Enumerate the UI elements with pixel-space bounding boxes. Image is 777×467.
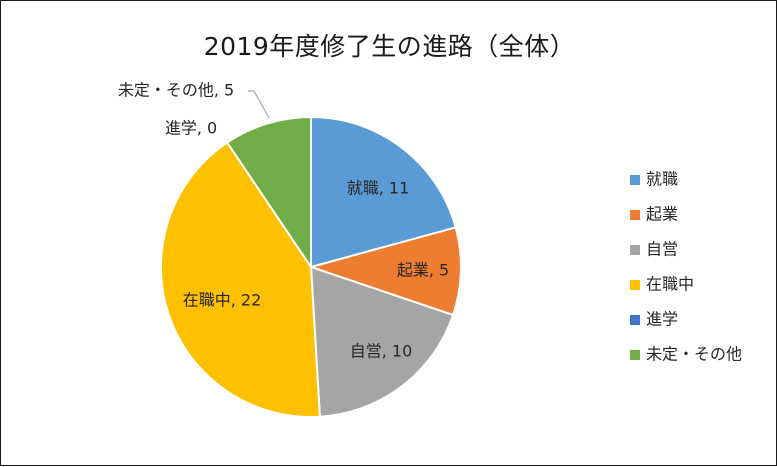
data-label-5: 未定・その他, 5 xyxy=(118,81,234,100)
legend-swatch-1 xyxy=(630,210,640,220)
legend-swatch-0 xyxy=(630,175,640,185)
data-label-4: 進学, 0 xyxy=(165,119,217,138)
chart-title: 2019年度修了生の進路（全体） xyxy=(203,32,576,61)
pie-slice-0 xyxy=(310,115,457,269)
legend-swatch-2 xyxy=(630,245,640,255)
legend-swatch-3 xyxy=(630,280,640,290)
legend-label-1: 起業 xyxy=(646,205,678,224)
legend-swatch-5 xyxy=(630,350,640,360)
pie-slice-3 xyxy=(160,141,321,418)
legend-label-0: 就職 xyxy=(646,170,678,189)
legend-label-3: 在職中 xyxy=(646,275,694,294)
data-label-2: 自営, 10 xyxy=(350,342,413,361)
legend-label-5: 未定・その他 xyxy=(646,345,742,364)
legend-swatch-4 xyxy=(630,315,640,325)
pie-slice-1 xyxy=(307,226,463,317)
legend-label-2: 自営 xyxy=(646,240,678,259)
data-label-0: 就職, 11 xyxy=(347,179,410,198)
data-label-1: 起業, 5 xyxy=(397,261,449,280)
data-label-3: 在職中, 22 xyxy=(183,291,262,310)
pie-slice-2 xyxy=(309,265,455,418)
legend-label-4: 進学 xyxy=(646,310,678,329)
leader-line xyxy=(248,90,270,119)
pie-slice-5 xyxy=(225,115,312,271)
